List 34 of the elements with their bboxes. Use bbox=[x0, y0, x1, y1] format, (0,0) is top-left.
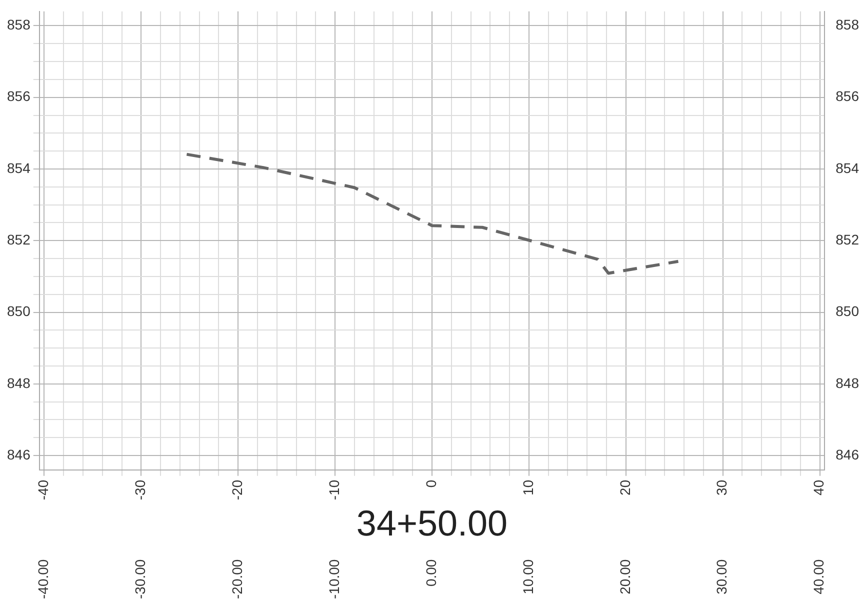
x-tick-label: 10 bbox=[520, 480, 536, 496]
line-series bbox=[185, 152, 680, 275]
y2-tick-label: 848 bbox=[836, 374, 860, 391]
x2-tick-label: 30.00 bbox=[714, 559, 730, 594]
x2-tick-label: -20.00 bbox=[228, 559, 245, 600]
y2-tick-label: 850 bbox=[836, 303, 860, 320]
y-tick-label: 854 bbox=[7, 160, 31, 176]
y-tick-label: 848 bbox=[7, 374, 31, 391]
x-tick-label: 30 bbox=[714, 480, 730, 496]
y-tick-label: 850 bbox=[7, 303, 31, 320]
y2-tick-label: 852 bbox=[836, 231, 860, 248]
x2-tick-label: 40.00 bbox=[810, 559, 827, 594]
y-tick-label: 846 bbox=[7, 446, 31, 462]
x-tick-label: -10 bbox=[326, 480, 342, 500]
y2-tick-label: 856 bbox=[836, 88, 860, 104]
y2-tick-label: 846 bbox=[836, 446, 860, 462]
x2-tick-label: 0.00 bbox=[422, 559, 439, 587]
x2-tick-label: -30.00 bbox=[132, 559, 148, 600]
x2-tick-label: 20.00 bbox=[616, 559, 633, 594]
x-tick-label: 20 bbox=[616, 480, 633, 496]
x-tick-label: 0 bbox=[422, 480, 439, 488]
x-tick-label: -30 bbox=[132, 480, 148, 500]
x-tick-label: -20 bbox=[228, 480, 245, 500]
y2-tick-label: 854 bbox=[836, 160, 860, 176]
y2-tick-label: 858 bbox=[836, 16, 860, 33]
x-tick-label: 40 bbox=[810, 480, 827, 496]
x-tick-label: -40 bbox=[35, 480, 52, 500]
y-tick-label: 858 bbox=[7, 16, 31, 33]
x2-tick-label: 10.00 bbox=[520, 559, 536, 594]
x2-tick-label: -10.00 bbox=[326, 559, 342, 600]
y-tick-label: 856 bbox=[7, 88, 31, 104]
x-axis-title: 34+50.00 bbox=[356, 502, 508, 544]
y-tick-label: 852 bbox=[7, 231, 31, 248]
x2-tick-label: -40.00 bbox=[35, 559, 52, 600]
